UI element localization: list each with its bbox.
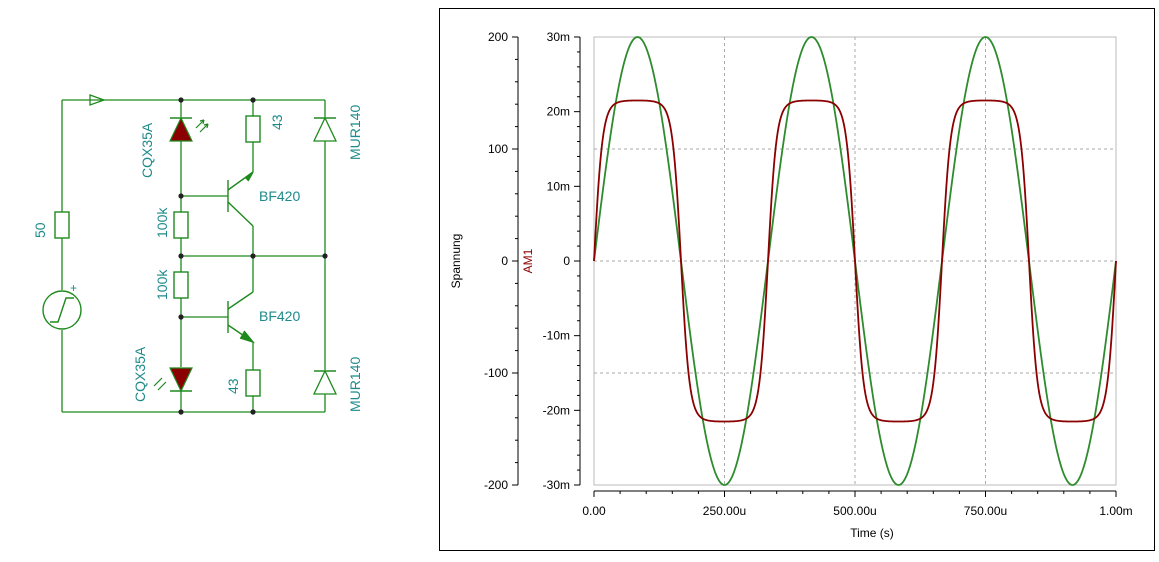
circuit-schematic: 50 + CQX35A CQX35A 100k 100k 43 43 BF420… bbox=[32, 94, 363, 415]
y-left-tick-label: -100 bbox=[484, 366, 508, 380]
label-bf420-bottom: BF420 bbox=[259, 308, 300, 324]
resistor-43-top bbox=[245, 115, 261, 143]
x-tick-label: 500.00u bbox=[833, 504, 876, 518]
voltage-source-icon bbox=[42, 290, 82, 330]
x-tick-label: 0.00 bbox=[582, 504, 606, 518]
x-tick-label: 1.00m bbox=[1099, 504, 1132, 518]
y-right-tick-label: 30m bbox=[547, 30, 570, 44]
y-axis-label-left: Spannung bbox=[449, 234, 463, 289]
label-r100k-top: 100k bbox=[154, 207, 170, 238]
y-left-tick-label: 0 bbox=[501, 254, 508, 268]
series-line-2 bbox=[593, 99, 1117, 423]
resistor-100k-top bbox=[173, 211, 189, 239]
junction-dots bbox=[178, 97, 328, 415]
label-led-bottom: CQX35A bbox=[132, 346, 148, 402]
y-right-tick-label: -10m bbox=[543, 329, 570, 343]
y-right-tick-label: -20m bbox=[543, 403, 570, 417]
label-r100k-bottom: 100k bbox=[154, 269, 170, 300]
chart-frame: 200 100 0 -100 -200 30m 20m 10m 0 -10m -20m -30m 0.0… bbox=[439, 8, 1155, 551]
resistor-100k-bottom bbox=[173, 271, 189, 299]
label-led-top: CQX35A bbox=[139, 122, 155, 178]
y-right-tick-label: -30m bbox=[543, 478, 570, 492]
y-right-tick-label: 0 bbox=[563, 254, 570, 268]
label-r43-top: 43 bbox=[269, 114, 285, 130]
x-tick-label: 750.00u bbox=[964, 504, 1007, 518]
y-axis-label-right: AM1 bbox=[521, 248, 535, 273]
label-bf420-top: BF420 bbox=[259, 188, 300, 204]
diode-top-icon bbox=[312, 116, 338, 142]
wires bbox=[61, 99, 326, 413]
transistor-top-icon bbox=[227, 171, 254, 227]
label-mur140-top: MUR140 bbox=[347, 105, 363, 160]
label-r50: 50 bbox=[32, 222, 48, 238]
current-arrow-icon bbox=[89, 94, 106, 106]
led-top-icon bbox=[169, 116, 209, 142]
label-mur140-bottom: MUR140 bbox=[347, 357, 363, 412]
series-lines bbox=[593, 36, 1117, 486]
line-chart: 200 100 0 -100 -200 30m 20m 10m 0 -10m -20m -30m 0.0… bbox=[449, 30, 1133, 540]
y-left-tick-label: -200 bbox=[484, 478, 508, 492]
resistor-50 bbox=[54, 211, 70, 239]
led-bottom-icon bbox=[153, 367, 193, 393]
y-left-tick-label: 200 bbox=[488, 30, 508, 44]
x-tick-label: 250.00u bbox=[703, 504, 746, 518]
axes bbox=[512, 36, 1117, 497]
y-right-tick-label: 20m bbox=[547, 105, 570, 119]
y-right-tick-label: 10m bbox=[547, 179, 570, 193]
label-source-plus: + bbox=[70, 281, 77, 295]
y-left-tick-label: 100 bbox=[488, 142, 508, 156]
x-axis-label: Time (s) bbox=[850, 526, 894, 540]
diode-bottom-icon bbox=[312, 369, 338, 395]
transistor-bottom-icon bbox=[227, 291, 256, 344]
resistor-43-bottom bbox=[245, 369, 261, 397]
label-r43-bottom: 43 bbox=[225, 378, 241, 394]
tick-labels: 200 100 0 -100 -200 30m 20m 10m 0 -10m -20m -30m 0.0… bbox=[484, 30, 1133, 518]
